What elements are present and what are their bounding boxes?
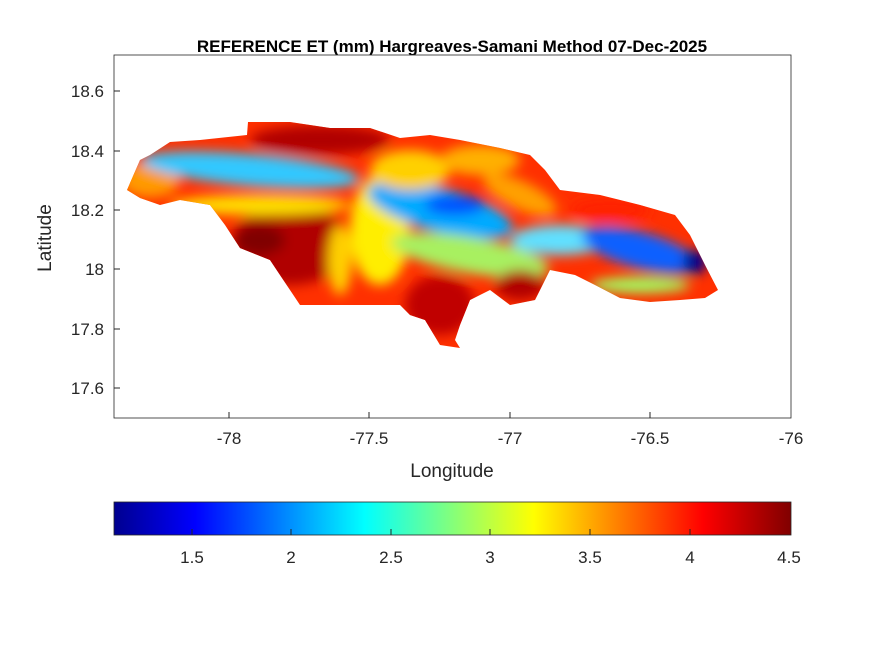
colorbar: 1.5 2 2.5 3 3.5 4 4.5 <box>113 501 801 567</box>
y-tick-label: 17.6 <box>71 379 104 398</box>
y-tick-label: 17.8 <box>71 320 104 339</box>
x-tick-label: -77 <box>498 429 523 448</box>
colorbar-tick-label: 3 <box>485 548 494 567</box>
y-tick-label: 18.4 <box>71 142 104 161</box>
x-tick-label: -77.5 <box>350 429 389 448</box>
colorbar-tick-label: 4 <box>685 548 694 567</box>
colorbar-tick-label: 3.5 <box>578 548 602 567</box>
colorbar-tick-label: 1.5 <box>180 548 204 567</box>
y-tick-label: 18.2 <box>71 201 104 220</box>
colorbar-tick-label: 4.5 <box>777 548 801 567</box>
x-tick-label: -78 <box>217 429 242 448</box>
colorbar-tick-label: 2 <box>286 548 295 567</box>
colorbar-tick-label: 2.5 <box>379 548 403 567</box>
x-tick-label: -76 <box>779 429 804 448</box>
x-axis-label: Longitude <box>410 461 493 482</box>
chart-title: REFERENCE ET (mm) Hargreaves-Samani Meth… <box>197 37 707 56</box>
colorbar-gradient <box>113 501 792 536</box>
region-northwest-ridge <box>140 151 360 189</box>
y-tick-label: 18 <box>85 260 104 279</box>
x-axis: -78 -77.5 -77 -76.5 -76 Longitude <box>217 412 804 482</box>
y-axis-label: Latitude <box>35 204 56 272</box>
y-tick-label: 18.6 <box>71 82 104 101</box>
y-axis: 17.6 17.8 18 18.2 18.4 18.6 Latitude <box>35 82 120 398</box>
region-blue-mountains <box>581 226 699 274</box>
x-tick-label: -76.5 <box>631 429 670 448</box>
